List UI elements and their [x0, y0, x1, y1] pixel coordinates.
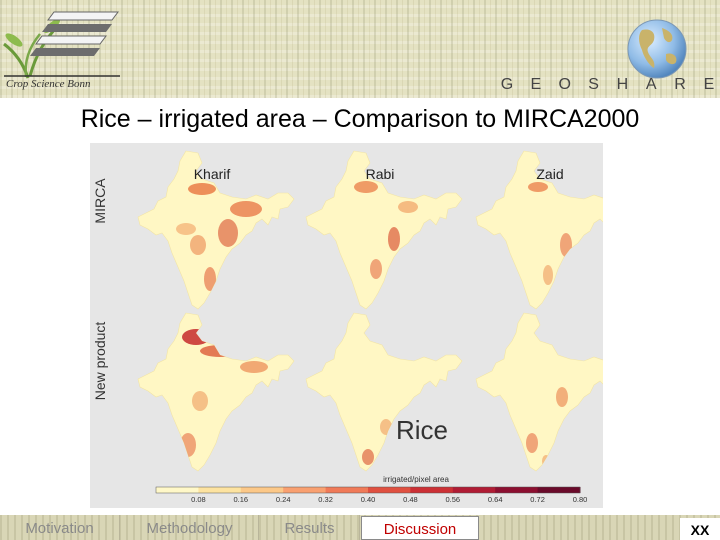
- logo-bars-icon: [30, 11, 119, 56]
- map-panel-new-rabi: [305, 312, 463, 472]
- colorbar-tick-label: 0.16: [233, 495, 248, 504]
- colorbar-label: irrigated/pixel area: [383, 475, 449, 484]
- brand-letter: G: [500, 76, 514, 93]
- column-label-kharif: Kharif: [194, 166, 231, 182]
- globe-icon: [627, 19, 687, 79]
- colorbar-segment: [368, 487, 411, 493]
- colorbar-segment: [452, 487, 496, 493]
- colorbar-segment: [198, 487, 242, 493]
- colorbar-tick-label: 0.64: [488, 495, 503, 504]
- column-label-rabi: Rabi: [366, 166, 395, 182]
- row-label-mirca: MIRCA: [92, 178, 108, 224]
- map-panel-mirca-rabi: [305, 150, 463, 310]
- colorbar-segment: [325, 487, 369, 493]
- map-panel-mirca-kharif: [137, 150, 295, 310]
- crop-label: Rice: [396, 415, 448, 445]
- nav-results[interactable]: Results: [260, 515, 360, 540]
- map-panel-new-zaid: [475, 312, 603, 472]
- colorbar-tick-label: 0.72: [530, 495, 545, 504]
- map-panel-new-kharif: [137, 312, 295, 472]
- colorbar-segment: [240, 487, 284, 493]
- rice-map-figure: MIRCA New product Kharif: [90, 143, 603, 508]
- brand-letter: R: [674, 76, 686, 93]
- crop-science-logo: [3, 11, 120, 79]
- brand-letter: H: [616, 76, 629, 93]
- colorbar-tick-label: 0.08: [191, 495, 206, 504]
- colorbar-tick-label: 0.24: [276, 495, 291, 504]
- header-banner: Crop Science Bonn G E O S H A R E: [0, 0, 720, 98]
- colorbar: 0.08 0.16 0.24 0.32 0.40 0.48 0.56 0.64 0.72 0.80: [155, 486, 588, 504]
- nav-methodology[interactable]: Methodology: [121, 515, 259, 540]
- colorbar-tick-label: 0.40: [361, 495, 376, 504]
- page-number: XX: [680, 518, 720, 540]
- brand-letter: S: [588, 76, 599, 93]
- nav-motivation[interactable]: Motivation: [0, 515, 120, 540]
- column-label-zaid: Zaid: [536, 166, 563, 182]
- map-panel-grid: MIRCA New product Kharif: [92, 150, 603, 504]
- logo-text: Crop Science Bonn: [6, 78, 91, 90]
- slide-title: Rice – irrigated area – Comparison to MI…: [80, 105, 640, 133]
- brand-letter: O: [558, 76, 571, 93]
- brand-letter: E: [530, 76, 542, 93]
- brand-letter: A: [645, 76, 657, 93]
- colorbar-segment: [283, 487, 327, 493]
- brand-letter: E: [703, 76, 715, 93]
- footer-bar: [0, 515, 720, 540]
- colorbar-tick-label: 0.56: [445, 495, 460, 504]
- geoshare-brand: G E O S H A R E: [498, 76, 718, 94]
- colorbar-tick-label: 0.48: [403, 495, 418, 504]
- colorbar-tick-label: 0.32: [318, 495, 333, 504]
- nav-discussion[interactable]: Discussion: [361, 516, 479, 540]
- colorbar-frame: [155, 486, 581, 494]
- colorbar-tick-label: 0.80: [573, 495, 588, 504]
- colorbar-segment: [410, 487, 454, 493]
- colorbar-segment: [156, 487, 199, 493]
- colorbar-segment: [537, 487, 581, 493]
- row-label-new-product: New product: [92, 322, 108, 401]
- colorbar-segment: [495, 487, 539, 493]
